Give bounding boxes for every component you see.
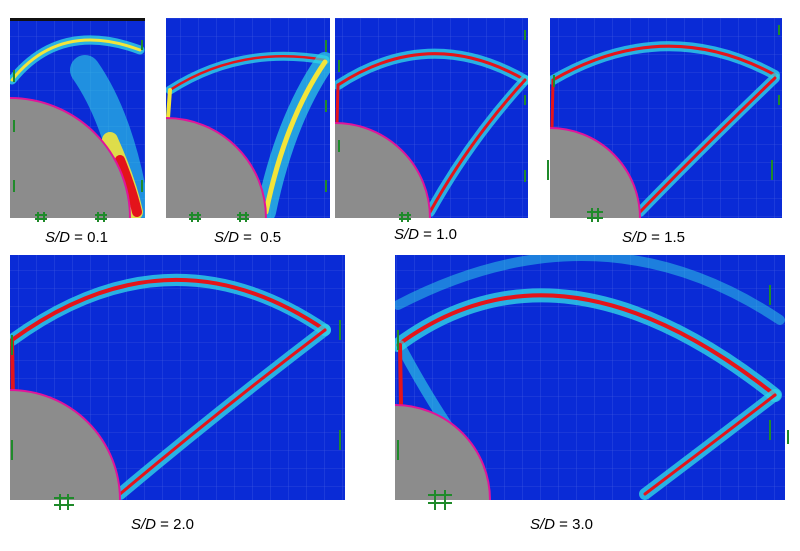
label-variable: S/D (530, 516, 556, 533)
panel-label-3: S/D = 1.0 (394, 226, 457, 244)
panel-label-2: S/D = 0.5 (214, 229, 281, 247)
obstacle (395, 405, 490, 500)
label-value: 3.0 (572, 516, 593, 533)
obstacle (335, 123, 430, 218)
label-value: 0.5 (260, 229, 282, 246)
panel-sd-3.0 (395, 255, 785, 500)
label-variable: S/D (45, 229, 71, 246)
label-variable: S/D (131, 516, 157, 533)
obstacle (166, 118, 266, 218)
label-value: 1.5 (664, 229, 685, 246)
label-value: 1.0 (436, 226, 457, 243)
label-equals: = (647, 229, 665, 246)
panel-label-4: S/D = 1.5 (622, 229, 685, 247)
label-value: 0.1 (87, 229, 108, 246)
panel-sd-0.1 (10, 18, 145, 218)
label-variable: S/D (622, 229, 648, 246)
panel-sd-1.5 (550, 18, 782, 218)
label-variable: S/D (394, 226, 420, 243)
label-equals: = (70, 229, 88, 246)
label-equals: = (555, 516, 573, 533)
panel-label-1: S/D = 0.1 (45, 229, 108, 247)
panel-label-5: S/D = 2.0 (131, 516, 194, 534)
label-value: 2.0 (173, 516, 194, 533)
panel-sd-2.0 (10, 255, 345, 500)
probe-markers (11, 25, 789, 510)
panel-label-6: S/D = 3.0 (530, 516, 593, 534)
label-equals: = (239, 229, 261, 246)
label-equals: = (156, 516, 174, 533)
label-equals: = (419, 226, 437, 243)
panel-sd-0.5 (166, 18, 330, 218)
label-variable: S/D (214, 229, 240, 246)
obstacle (10, 98, 130, 218)
panel-sd-1.0 (335, 18, 528, 218)
obstacle (10, 390, 120, 500)
obstacle (550, 128, 640, 218)
